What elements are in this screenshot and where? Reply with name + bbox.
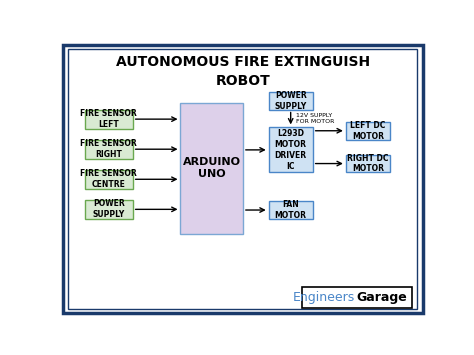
FancyBboxPatch shape <box>269 201 313 219</box>
Text: FIRE SENSOR
RIGHT: FIRE SENSOR RIGHT <box>81 139 137 159</box>
Text: POWER
SUPPLY: POWER SUPPLY <box>93 200 125 219</box>
FancyBboxPatch shape <box>85 200 133 219</box>
Text: LEFT DC
MOTOR: LEFT DC MOTOR <box>350 121 385 141</box>
Text: L293D
MOTOR
DRIVER
IC: L293D MOTOR DRIVER IC <box>274 129 307 170</box>
FancyBboxPatch shape <box>301 287 412 308</box>
Text: POWER
SUPPLY: POWER SUPPLY <box>274 91 307 110</box>
FancyBboxPatch shape <box>269 92 313 110</box>
Text: Engineers: Engineers <box>293 291 355 304</box>
Text: FIRE SENSOR
LEFT: FIRE SENSOR LEFT <box>81 109 137 129</box>
FancyBboxPatch shape <box>85 140 133 159</box>
Text: 12V SUPPLY
FOR MOTOR: 12V SUPPLY FOR MOTOR <box>296 113 335 124</box>
Text: FIRE SENSOR
CENTRE: FIRE SENSOR CENTRE <box>81 169 137 189</box>
FancyBboxPatch shape <box>85 170 133 189</box>
FancyBboxPatch shape <box>85 110 133 129</box>
FancyBboxPatch shape <box>346 122 390 140</box>
FancyBboxPatch shape <box>181 103 243 234</box>
Text: AUTONOMOUS FIRE EXTINGUISH
ROBOT: AUTONOMOUS FIRE EXTINGUISH ROBOT <box>116 55 370 88</box>
Text: RIGHT DC
MOTOR: RIGHT DC MOTOR <box>347 154 389 174</box>
Text: FAN
MOTOR: FAN MOTOR <box>274 200 307 220</box>
Text: ARDUINO
UNO: ARDUINO UNO <box>182 157 241 179</box>
FancyBboxPatch shape <box>346 155 390 173</box>
FancyBboxPatch shape <box>269 127 313 173</box>
Text: Garage: Garage <box>356 291 407 304</box>
